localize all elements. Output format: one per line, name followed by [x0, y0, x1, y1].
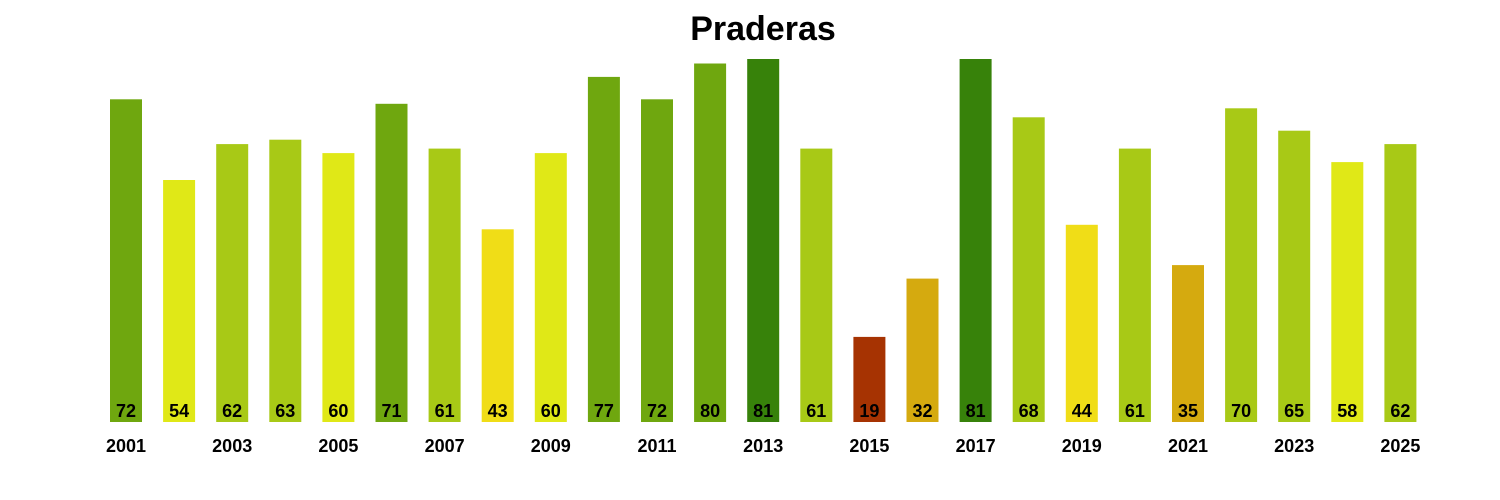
bar-2007 [428, 148, 461, 422]
x-tick-label-2021: 2021 [1168, 436, 1208, 456]
value-label-2020: 61 [1125, 401, 1145, 421]
value-label-2015: 19 [859, 401, 879, 421]
value-label-2010: 77 [594, 401, 614, 421]
bar-2017 [959, 59, 992, 422]
value-label-2016: 32 [912, 401, 932, 421]
value-label-2005: 60 [328, 401, 348, 421]
bar-2002 [163, 180, 196, 422]
x-tick-labels-group: 2001 2003 2005 2007 2009 2011 2013 2015 2017 2019… [106, 436, 1420, 456]
value-label-2004: 63 [275, 401, 295, 421]
value-label-2001: 72 [116, 401, 136, 421]
value-label-2023: 65 [1284, 401, 1304, 421]
value-label-2021: 35 [1178, 401, 1198, 421]
value-label-2011: 72 [647, 401, 667, 421]
bar-2018 [1012, 117, 1045, 423]
x-tick-label-2001: 2001 [106, 436, 146, 456]
value-label-2007: 61 [435, 401, 455, 421]
value-label-2019: 44 [1072, 401, 1092, 421]
bar-2010 [587, 76, 620, 423]
bar-2015 [853, 336, 886, 422]
value-label-2003: 62 [222, 401, 242, 421]
value-label-2013: 81 [753, 401, 773, 421]
bar-2016 [906, 278, 939, 422]
bar-2005 [322, 153, 355, 422]
x-tick-label-2015: 2015 [849, 436, 889, 456]
x-tick-label-2017: 2017 [956, 436, 996, 456]
x-tick-label-2013: 2013 [743, 436, 783, 456]
bar-2003 [216, 144, 249, 422]
x-tick-label-2005: 2005 [318, 436, 358, 456]
bar-2001 [110, 99, 142, 423]
value-label-2002: 54 [169, 401, 189, 421]
value-label-2014: 61 [806, 401, 826, 421]
bar-2011 [641, 99, 673, 423]
value-labels-group: 72 54 62 63 60 71 61 43 60 77 72 80 81 61 19 32 81 68 44 61… [116, 401, 1410, 421]
x-tick-label-2003: 2003 [212, 436, 252, 456]
value-label-2008: 43 [488, 401, 508, 421]
value-label-2025: 62 [1390, 401, 1410, 421]
value-label-2018: 68 [1019, 401, 1039, 421]
bar-2009 [534, 153, 567, 422]
value-label-2017: 81 [966, 401, 986, 421]
bar-2014 [800, 148, 833, 422]
value-label-2024: 58 [1337, 401, 1357, 421]
bar-2024 [1331, 162, 1364, 422]
x-tick-label-2007: 2007 [425, 436, 465, 456]
value-label-2012: 80 [700, 401, 720, 421]
bars-group [110, 59, 1417, 423]
bar-2022 [1225, 108, 1258, 423]
x-tick-label-2023: 2023 [1274, 436, 1314, 456]
bar-2012 [694, 63, 727, 422]
bar-2020 [1118, 148, 1151, 422]
bar-2023 [1278, 130, 1311, 422]
value-label-2006: 71 [381, 401, 401, 421]
x-tick-label-2025: 2025 [1380, 436, 1420, 456]
chart-title: Praderas [690, 10, 836, 48]
bar-2008 [481, 229, 514, 422]
bar-2021 [1172, 265, 1204, 422]
bar-2019 [1065, 224, 1098, 422]
value-label-2009: 60 [541, 401, 561, 421]
bar-2013 [747, 59, 780, 422]
bar-2006 [375, 103, 408, 423]
bar-2004 [269, 139, 302, 422]
bar-2025 [1384, 144, 1417, 422]
x-tick-label-2009: 2009 [531, 436, 571, 456]
x-tick-label-2011: 2011 [637, 436, 676, 456]
x-tick-label-2019: 2019 [1062, 436, 1102, 456]
value-label-2022: 70 [1231, 401, 1251, 421]
